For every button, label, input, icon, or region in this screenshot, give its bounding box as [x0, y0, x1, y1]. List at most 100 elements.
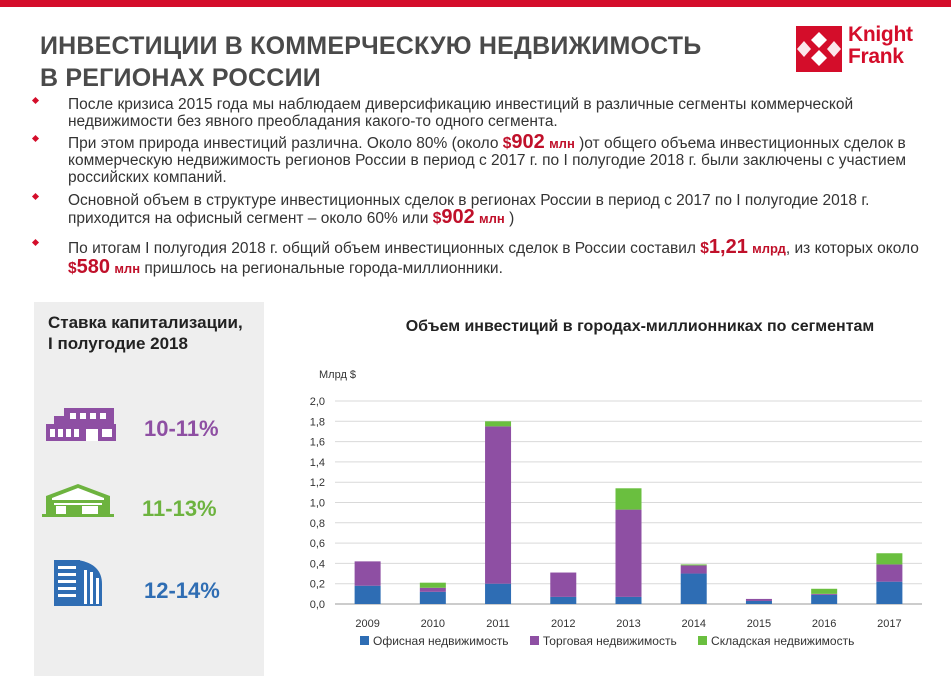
bullet-diamond-icon	[31, 134, 40, 143]
bar-segment-2011-retail	[485, 426, 512, 584]
x-tick-label: 2017	[877, 618, 901, 630]
panel-title: Ставка капитализации, I полугодие 2018	[48, 313, 243, 353]
y-tick-label: 1,4	[310, 457, 325, 469]
bullet-text-before: По итогам I полугодия 2018 г. общий объе…	[68, 240, 701, 257]
bar-segment-2010-warehouse	[419, 582, 446, 588]
top-accent-bar	[0, 0, 951, 7]
highlight-unit: млн	[549, 136, 575, 151]
chart-title: Объем инвестиций в городах-миллионниках …	[405, 318, 875, 335]
highlight-value: 902	[441, 206, 475, 228]
chart-legend: Офисная недвижимость Торговая недвижимос…	[360, 634, 872, 648]
y-tick-label: 1,6	[310, 437, 325, 449]
bar-segment-2015-retail	[745, 598, 772, 601]
legend-item-office: Офисная недвижимость	[360, 634, 509, 648]
warehouse-building-icon	[46, 408, 116, 441]
bullet-item-3: Основной объем в структуре инвестиционны…	[30, 192, 920, 238]
x-tick-label: 2009	[355, 618, 379, 630]
stacked-bar-chart: 0,0 0,2 0,4 0,6 0,8 1,0 1,2 1,4 1,6 1,8 2,0 2009 201…	[310, 396, 922, 630]
y-tick-label: 1,0	[310, 498, 325, 510]
legend-swatch	[529, 636, 539, 645]
logo-wordmark: Knight Frank	[848, 24, 913, 68]
y-tick-label: 1,2	[310, 477, 325, 489]
bar-segment-2012-retail	[550, 572, 577, 597]
highlight-dollar: $	[432, 210, 442, 227]
bar-segment-2014-retail	[680, 565, 707, 574]
bullet-text-after: )от общего объема инвестиционных сделок …	[68, 135, 906, 186]
bar-segment-2016-office	[811, 594, 838, 604]
logo-word-knight: Knight	[848, 23, 913, 46]
bullet-text-before: При этом природа инвестиций различна. Ок…	[68, 135, 503, 152]
highlight-unit: млн	[114, 261, 141, 276]
highlight-unit: млн	[479, 211, 505, 226]
x-tick-label: 2014	[681, 618, 705, 630]
rate-value-1: 10-11%	[144, 416, 219, 441]
highlight-value: 1,21	[708, 236, 748, 258]
bar-segment-2017-office	[876, 581, 903, 604]
cap-rate-panel: Ставка капитализации, I полугодие 2018 1…	[34, 302, 264, 676]
bullet-text-mid: , из которых около	[785, 240, 919, 257]
bar-segment-2009-office	[354, 585, 381, 604]
page-title-line1: ИНВЕСТИЦИИ В КОММЕРЧЕСКУЮ НЕДВИЖИМОСТЬ	[40, 32, 702, 60]
y-axis-unit-label: Млрд $	[319, 369, 357, 381]
bar-segment-2015-office	[745, 600, 772, 604]
legend-label: Офисная недвижимость	[373, 634, 509, 648]
knight-frank-logo-icon	[796, 26, 842, 72]
x-tick-label: 2015	[747, 618, 771, 630]
bullet-diamond-icon	[31, 238, 40, 247]
bar-segment-2010-office	[419, 591, 446, 604]
bar-segment-2009-retail	[354, 561, 381, 586]
bullet-item-4: По итогам I полугодия 2018 г. общий объе…	[30, 236, 920, 288]
y-tick-label: 2,0	[310, 396, 325, 408]
highlight-dollar: $	[700, 240, 709, 257]
bullet-item-2: При этом природа инвестиций различна. Ок…	[30, 131, 920, 192]
bullet-text: После кризиса 2015 года мы наблюдаем див…	[68, 96, 854, 130]
bar-segment-2016-retail	[811, 593, 838, 595]
bullet-item-1: После кризиса 2015 года мы наблюдаем див…	[30, 96, 920, 134]
bar-segment-2014-office	[680, 573, 707, 604]
bar-segment-2014-warehouse	[680, 564, 707, 566]
rate-value-2: 11-13%	[142, 496, 217, 521]
y-tick-label: 0,0	[310, 599, 325, 611]
legend-item-retail: Торговая недвижимость	[529, 634, 677, 648]
bar-segment-2013-warehouse	[615, 488, 642, 510]
logo-word-frank: Frank	[848, 45, 904, 68]
bar-segment-2017-warehouse	[876, 553, 903, 565]
y-tick-label: 0,6	[310, 538, 325, 550]
y-tick-label: 1,8	[310, 416, 325, 428]
page-title: ИНВЕСТИЦИИ В КОММЕРЧЕСКУЮ НЕДВИЖИМОСТЬ В…	[40, 30, 760, 94]
legend-label: Торговая недвижимость	[542, 634, 677, 648]
highlight-value: 580	[76, 256, 110, 278]
y-tick-label: 0,2	[310, 579, 325, 591]
bar-segment-2011-warehouse	[485, 421, 512, 427]
x-tick-label: 2010	[421, 618, 445, 630]
y-tick-label: 0,4	[310, 558, 325, 570]
highlight-dollar: $	[502, 135, 512, 152]
bar-segment-2013-office	[615, 596, 642, 604]
x-tick-label: 2012	[551, 618, 575, 630]
rate-value-3: 12-14%	[144, 578, 220, 603]
legend-label: Складская недвижимость	[711, 634, 855, 648]
logistics-warehouse-icon	[42, 484, 114, 517]
bullet-diamond-icon	[31, 192, 40, 201]
office-building-icon	[54, 560, 102, 606]
page-title-line2: В РЕГИОНАХ РОССИИ	[40, 64, 321, 92]
highlight-dollar: $	[68, 260, 77, 277]
bar-segment-2010-retail	[419, 587, 446, 592]
bar-segment-2013-retail	[615, 509, 642, 597]
bullet-text-after: пришлось на региональные города-миллионн…	[140, 260, 503, 277]
highlight-unit: млрд	[752, 241, 786, 256]
legend-swatch	[698, 636, 708, 645]
bullet-text-after: )	[509, 210, 515, 227]
x-tick-label: 2011	[486, 618, 510, 630]
bar-segment-2017-retail	[876, 564, 903, 582]
bar-segment-2012-office	[550, 596, 577, 604]
legend-item-warehouse: Складская недвижимость	[698, 634, 854, 648]
bullet-list: После кризиса 2015 года мы наблюдаем див…	[30, 96, 920, 288]
bullet-diamond-icon	[31, 96, 40, 105]
y-tick-label: 0,8	[310, 518, 325, 530]
x-tick-label: 2016	[812, 618, 836, 630]
x-tick-label: 2013	[616, 618, 640, 630]
highlight-value: 902	[511, 131, 545, 153]
bar-segment-2011-office	[485, 583, 512, 604]
bullet-text-before: Основной объем в структуре инвестиционны…	[68, 192, 870, 227]
